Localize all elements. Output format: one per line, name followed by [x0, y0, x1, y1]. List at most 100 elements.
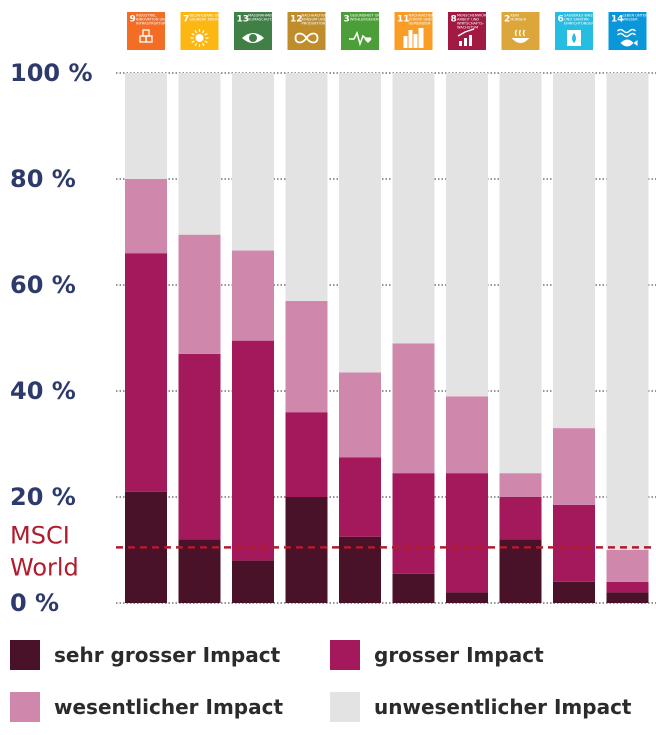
sdg-tile: [287, 12, 326, 50]
glyph: [413, 34, 418, 48]
legend-label: sehr grosser Impact: [54, 643, 281, 667]
sdg-caption: HUNGER: [511, 18, 527, 22]
sdg-number: 2: [504, 15, 510, 25]
glyph: [617, 32, 636, 38]
glyph: [457, 28, 475, 37]
glyph: [459, 41, 462, 46]
sdg-caption: ARBEIT UND: [457, 18, 479, 22]
bar-segment: [285, 300, 328, 413]
bar-stack-sdg-9: [125, 73, 167, 603]
sdg-caption: PRODUKTION: [302, 22, 326, 26]
sdg-number: 11: [397, 15, 410, 25]
sdg-number: 14: [611, 15, 624, 25]
glyph: [418, 28, 424, 48]
glyph: [572, 33, 576, 43]
y-tick-label: 60 %: [10, 271, 76, 299]
legend-label: grosser Impact: [374, 643, 544, 667]
bar-segment: [553, 428, 595, 505]
bar-segment: [392, 473, 435, 574]
bar-segment: [553, 581, 595, 603]
bar-stack-sdg-7: [178, 73, 221, 603]
gridlines: [116, 72, 656, 604]
glyph: [522, 29, 526, 37]
glyph: [204, 32, 208, 36]
bar-stack-sdg-6: [553, 73, 595, 603]
glyph: [518, 29, 522, 37]
sdg-caption: MENSCHENWÜRDIGE: [457, 13, 496, 18]
bar-segment: [285, 73, 328, 301]
legend-swatch: [10, 640, 40, 670]
bar-stack-sdg-3: [339, 73, 381, 603]
bar-segment: [125, 253, 167, 492]
sdg-caption: WASSER: [623, 18, 639, 22]
glyph: [469, 35, 472, 46]
bar-segment: [125, 73, 167, 179]
y-tick-label: 100 %: [10, 59, 93, 87]
msci-world-label: MSCI: [10, 521, 70, 549]
bar-segment: [392, 343, 435, 474]
sdg-caption: SAUBERE ENERGIE: [190, 18, 225, 22]
glyph: [142, 29, 150, 37]
bar-stack-sdg-2: [499, 73, 542, 603]
bar-segment: [339, 73, 381, 373]
bar-segment: [178, 539, 221, 603]
glyph: [201, 29, 205, 34]
sdg-tile: [234, 12, 272, 50]
bar-segment: [178, 234, 221, 354]
bar-segment: [446, 73, 488, 397]
sdg-caption: INNOVATION UND: [136, 18, 168, 22]
bar-segment: [178, 353, 221, 540]
bar-segment: [392, 73, 435, 344]
sdg-caption: EINRICHTUNGEN: [564, 22, 594, 26]
bar-segment: [232, 560, 274, 603]
legend-swatch: [10, 692, 40, 722]
sdg-caption: STÄDTE UND: [409, 17, 432, 22]
bar-segment: [178, 73, 221, 235]
glyph: [349, 30, 367, 47]
glyph: [191, 40, 195, 44]
legend-item-grosser-impact: grosser Impact: [330, 640, 544, 670]
y-tick-label: 80 %: [10, 165, 76, 193]
sdg-caption: UND SANITÄR-: [564, 17, 591, 22]
legend-item-unwesentlicher-impact: unwesentlicher Impact: [330, 692, 632, 722]
bar-segment: [553, 73, 595, 429]
sdg-caption: SAUBERES WASSER: [564, 14, 600, 18]
sdg-number: 3: [344, 15, 350, 25]
bar-stack-sdg-11: [392, 73, 435, 603]
bar-stack-sdg-14: [606, 73, 649, 603]
y-tick-label: 0 %: [10, 589, 59, 617]
sdg-caption: LEBEN UNTER: [623, 14, 649, 18]
glyph: [511, 38, 530, 43]
sdg-caption: KLIMASCHUTZ: [248, 18, 274, 22]
sdg-number: 12: [290, 15, 303, 25]
sdg-caption: WIRTSCHAFTS-: [457, 22, 484, 26]
msci-world-reference: MSCI World: [10, 521, 656, 581]
bar-segment: [606, 592, 649, 603]
glyph: [364, 37, 372, 43]
bars: [125, 73, 649, 603]
glyph: [194, 29, 198, 34]
glyph: [464, 38, 467, 46]
y-tick-label: 20 %: [10, 483, 76, 511]
glyph: [201, 42, 205, 47]
glyph: [514, 29, 518, 37]
sdg-caption: WOHLERGEHEN: [350, 18, 379, 22]
glyph: [249, 34, 257, 42]
sdg-caption: KONSUM UND: [302, 18, 327, 22]
sdg-caption: KEIN: [511, 14, 520, 18]
sdg-caption: MASSNAHMEN ZUM: [248, 14, 283, 18]
sdg-number: 13: [237, 15, 250, 25]
sdg-caption: NACHHALTIGE/R: [302, 14, 331, 18]
bar-segment: [125, 179, 167, 254]
sdg-caption: GEMEINDEN: [409, 22, 431, 26]
stacked-bar-chart: MSCI World 100 % 80 % 60 % 40 % 20 % 0 % 9 INDU…: [10, 12, 656, 617]
legend-label: wesentlicher Impact: [54, 695, 284, 719]
bar-segment: [606, 73, 649, 550]
